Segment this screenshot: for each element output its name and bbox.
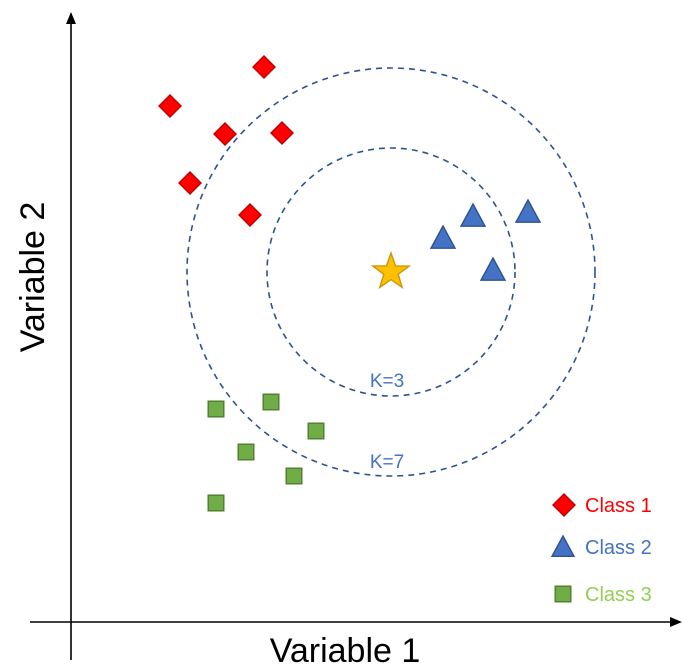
k7-label: K=7 — [370, 452, 404, 473]
class-1-point-2 — [158, 94, 182, 118]
class-3-point-2 — [262, 393, 280, 411]
class-1-point-5 — [178, 171, 202, 195]
y-axis-title: Variable 2 — [14, 202, 52, 353]
class-1-point-4 — [270, 121, 294, 145]
legend: Class 1 Class 2 Class 3 — [550, 493, 652, 606]
query-point-star-icon — [370, 250, 412, 290]
legend-triangle-icon — [550, 534, 576, 558]
legend-label-class-2: Class 2 — [585, 537, 652, 559]
legend-diamond-icon — [552, 493, 576, 517]
class-1-point-6 — [238, 203, 262, 227]
legend-label-class-1: Class 1 — [585, 495, 652, 517]
neighborhood-circle-k3 — [266, 147, 516, 397]
x-axis-title: Variable 1 — [270, 632, 421, 670]
class-2-point-3 — [514, 198, 542, 223]
class-2-point-4 — [479, 256, 507, 281]
class-1-point-3 — [213, 122, 237, 146]
class-3-point-3 — [307, 422, 325, 440]
data-points — [158, 55, 542, 512]
class-2-point-2 — [459, 202, 487, 227]
neighborhood-circles — [186, 67, 596, 477]
legend-square-icon — [554, 585, 572, 603]
class-3-point-6 — [207, 494, 225, 512]
class-3-point-5 — [285, 467, 303, 485]
k3-label: K=3 — [370, 371, 404, 392]
class-3-point-1 — [207, 400, 225, 418]
class-3-point-4 — [237, 443, 255, 461]
class-2-point-1 — [429, 224, 457, 249]
neighborhood-circle-k7 — [186, 67, 596, 477]
class-1-point-1 — [252, 55, 276, 79]
legend-label-class-3: Class 3 — [585, 584, 652, 606]
